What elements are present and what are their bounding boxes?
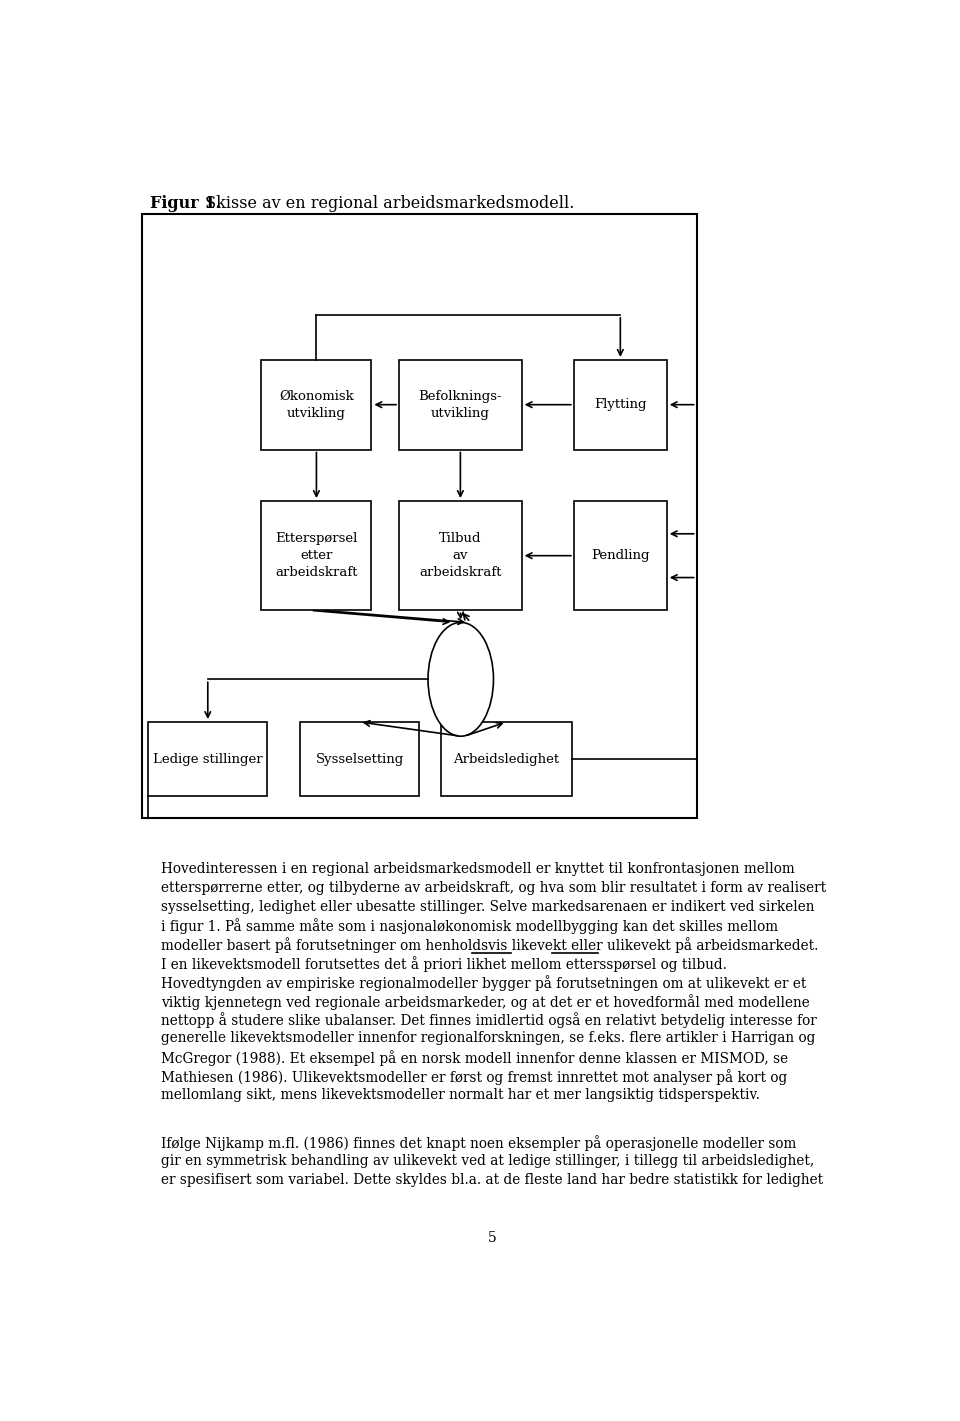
Bar	[442, 722, 571, 796]
Text: Skisse av en regional arbeidsmarkedsmodell.: Skisse av en regional arbeidsmarkedsmode…	[201, 195, 575, 212]
Text: Pendling: Pendling	[591, 549, 650, 563]
Text: i figur 1. På samme måte som i nasjonaløkonomisk modellbygging kan det skilles m: i figur 1. På samme måte som i nasjonalø…	[161, 918, 778, 935]
Text: Tilbud
av
arbeidskraft: Tilbud av arbeidskraft	[420, 533, 502, 580]
Text: generelle likevektsmodeller innenfor regionalforskningen, se f.eks. flere artikl: generelle likevektsmodeller innenfor reg…	[161, 1032, 815, 1046]
Text: mellomlang sikt, mens likevektsmodeller normalt har et mer langsiktig tidsperspe: mellomlang sikt, mens likevektsmodeller …	[161, 1088, 759, 1101]
Text: Hovedinteressen i en regional arbeidsmarkedsmodell er knyttet til konfrontasjone: Hovedinteressen i en regional arbeidsmar…	[161, 863, 795, 875]
Bar	[399, 360, 522, 449]
Text: Figur 1.: Figur 1.	[150, 195, 221, 212]
Bar	[261, 502, 372, 611]
Text: Etterspørsel
etter
arbeidskraft: Etterspørsel etter arbeidskraft	[276, 533, 358, 580]
Text: viktig kjennetegn ved regionale arbeidsmarkeder, og at det er et hovedformål med: viktig kjennetegn ved regionale arbeidsm…	[161, 993, 809, 1010]
Bar	[574, 360, 667, 449]
Bar	[574, 502, 667, 611]
Bar	[142, 215, 697, 818]
Text: Mathiesen (1986). Ulikevektsmodeller er først og fremst innrettet mot analyser p: Mathiesen (1986). Ulikevektsmodeller er …	[161, 1069, 787, 1084]
Ellipse shape	[428, 622, 493, 736]
Text: etterspørrerne etter, og tilbyderne av arbeidskraft, og hva som blir resultatet : etterspørrerne etter, og tilbyderne av a…	[161, 881, 826, 895]
Text: er spesifisert som variabel. Dette skyldes bl.a. at de fleste land har bedre sta: er spesifisert som variabel. Dette skyld…	[161, 1174, 823, 1187]
Bar	[300, 722, 420, 796]
Text: Ledige stillinger: Ledige stillinger	[153, 753, 263, 766]
Text: Arbeidsledighet: Arbeidsledighet	[453, 753, 560, 766]
Text: modeller basert på forutsetninger om henholdsvis likevekt eller ulikevekt på arb: modeller basert på forutsetninger om hen…	[161, 938, 818, 953]
Text: Flytting: Flytting	[594, 398, 647, 411]
Bar	[261, 360, 372, 449]
Text: McGregor (1988). Et eksempel på en norsk modell innenfor denne klassen er MISMOD: McGregor (1988). Et eksempel på en norsk…	[161, 1050, 788, 1066]
Bar	[148, 722, 267, 796]
Text: 5: 5	[488, 1231, 496, 1245]
Text: Hovedtyngden av empiriske regionalmodeller bygger på forutsetningen om at ulikev: Hovedtyngden av empiriske regionalmodell…	[161, 975, 806, 990]
Text: Befolknings-
utvikling: Befolknings- utvikling	[419, 389, 502, 419]
Text: nettopp å studere slike ubalanser. Det finnes imidlertid også en relativt betyde: nettopp å studere slike ubalanser. Det f…	[161, 1013, 817, 1029]
Text: Sysselsetting: Sysselsetting	[316, 753, 404, 766]
Text: I en likevektsmodell forutsettes det å priori likhet mellom ettersspørsel og til: I en likevektsmodell forutsettes det å p…	[161, 956, 727, 972]
Bar	[399, 502, 522, 611]
Text: Økonomisk
utvikling: Økonomisk utvikling	[279, 389, 354, 419]
Text: sysselsetting, ledighet eller ubesatte stillinger. Selve markedsarenaen er indik: sysselsetting, ledighet eller ubesatte s…	[161, 899, 814, 914]
Text: gir en symmetrisk behandling av ulikevekt ved at ledige stillinger, i tillegg ti: gir en symmetrisk behandling av ulikevek…	[161, 1154, 814, 1168]
Text: Ifølge Nijkamp m.fl. (1986) finnes det knapt noen eksempler på operasjonelle mod: Ifølge Nijkamp m.fl. (1986) finnes det k…	[161, 1135, 796, 1151]
